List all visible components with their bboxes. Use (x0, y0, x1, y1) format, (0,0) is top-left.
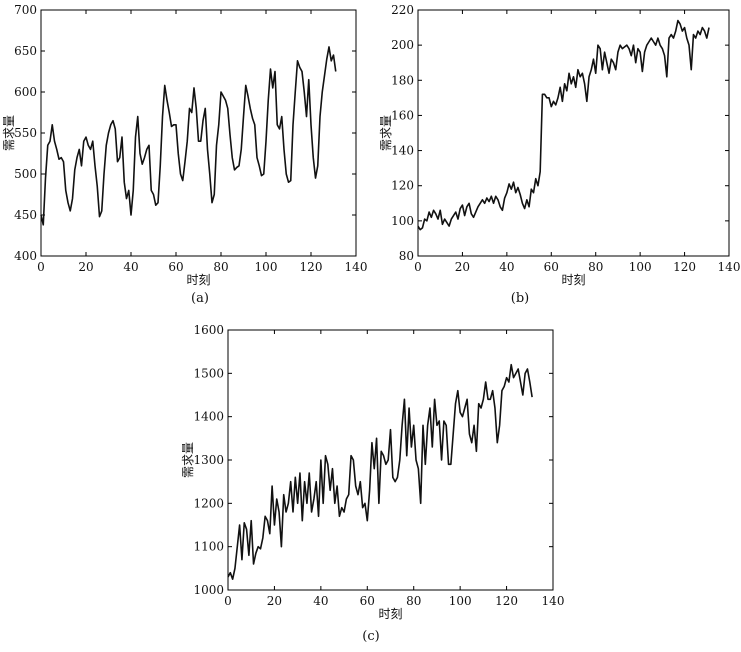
panel-label: (c) (362, 629, 379, 644)
chart-panel-a: 0 20 40 60 80 100 120 140 400 450 500 550 600 650 700 时… (2, 3, 367, 306)
x-tick-label: 40 (313, 594, 328, 608)
plot-frame-b (417, 9, 730, 257)
x-tick-label: 60 (168, 260, 183, 274)
x-tick-label: 60 (544, 260, 559, 274)
x-tick-label: 120 (673, 260, 696, 274)
chart-panel-b: 0 20 40 60 80 100 120 140 80 100 120 140 160 180 200 22… (379, 3, 740, 306)
y-tick-label: 600 (14, 85, 37, 99)
x-tick-label: 140 (542, 594, 565, 608)
series-line-b-0 (417, 19, 710, 231)
x-tick-label: 0 (224, 594, 232, 608)
y-tick-label: 160 (391, 108, 414, 122)
y-tick-label: 180 (391, 73, 414, 87)
chart-panel-c: 0 20 40 60 80 100 120 140 1000 1100 1200 1300 1400 15… (181, 323, 564, 644)
x-tick-label: 140 (718, 260, 741, 274)
series-line-c-0 (227, 363, 533, 580)
y-tick-label: 220 (391, 3, 414, 17)
x-axis-label: 时刻 (561, 273, 585, 287)
x-tick-label: 100 (629, 260, 652, 274)
y-tick-label: 500 (14, 167, 37, 181)
y-tick-label: 400 (14, 249, 37, 263)
series-line-a-0 (40, 46, 337, 226)
y-tick-label: 1500 (193, 366, 224, 380)
x-tick-label: 100 (255, 260, 278, 274)
y-tick-label: 120 (391, 179, 414, 193)
x-tick-label: 100 (449, 594, 472, 608)
x-tick-label: 80 (406, 594, 421, 608)
y-tick-label: 1000 (193, 583, 224, 597)
y-tick-label: 1600 (193, 323, 224, 337)
y-tick-label: 100 (391, 214, 414, 228)
y-tick-label: 1400 (193, 410, 224, 424)
x-axis-label: 时刻 (186, 273, 210, 287)
y-tick-label: 650 (14, 44, 37, 58)
y-axis-label: 需求量 (2, 115, 16, 151)
x-tick-label: 20 (267, 594, 282, 608)
panel-label: (b) (511, 291, 529, 306)
x-axis-label: 时刻 (378, 607, 402, 621)
x-tick-label: 40 (499, 260, 514, 274)
x-tick-label: 20 (78, 260, 93, 274)
y-tick-label: 200 (391, 38, 414, 52)
x-tick-label: 120 (495, 594, 518, 608)
x-tick-label: 0 (414, 260, 422, 274)
y-tick-label: 1300 (193, 453, 224, 467)
x-tick-label: 140 (345, 260, 368, 274)
y-tick-label: 700 (14, 3, 37, 17)
plot-frame-c (227, 329, 554, 591)
x-tick-label: 80 (588, 260, 603, 274)
x-tick-label: 80 (213, 260, 228, 274)
x-tick-label: 0 (37, 260, 45, 274)
y-axis-label: 需求量 (379, 115, 393, 151)
y-tick-label: 80 (399, 249, 414, 263)
y-tick-label: 1200 (193, 496, 224, 510)
x-tick-label: 20 (455, 260, 470, 274)
y-tick-label: 1100 (193, 540, 224, 554)
y-tick-label: 140 (391, 144, 414, 158)
panel-label: (a) (191, 291, 209, 306)
x-tick-label: 60 (360, 594, 375, 608)
y-tick-label: 550 (14, 126, 37, 140)
y-tick-label: 450 (14, 208, 37, 222)
y-axis-label: 需求量 (181, 442, 195, 478)
x-tick-label: 120 (300, 260, 323, 274)
x-tick-label: 40 (123, 260, 138, 274)
